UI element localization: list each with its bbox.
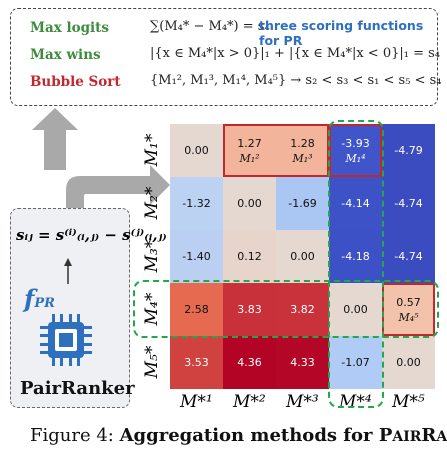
caption-prefix: Figure 4: xyxy=(30,425,120,446)
method-formula-max-wins: |{x ∈ M₄*|x > 0}|₁ + |{x ∈ M₄*|x < 0}|₁ … xyxy=(150,46,440,61)
pair-score-formula: sᵢⱼ = s⁽ⁱ⁾₍ᵢ,ⱼ₎ − s⁽ʲ⁾₍ᵢ,ⱼ₎ xyxy=(16,226,167,244)
f-pr-label: fPR xyxy=(24,284,55,313)
cell-value: 0.00 xyxy=(237,197,262,210)
pairranker-name: PairRanker xyxy=(20,378,135,399)
matrix-cell-r4-c5: 0.57 M₄⁵ xyxy=(382,283,435,336)
caption-air: AIR xyxy=(392,429,422,445)
arrow-up-small xyxy=(64,258,72,284)
method-name-bubble-sort: Bubble Sort xyxy=(30,74,121,90)
score-matrix: 0.00 1.27 M₁² 1.28 M₁³ -3.93 M₁⁴ -4.79 -1.32 0.00… xyxy=(170,124,435,389)
matrix-cell-r2-c4: -4.14 xyxy=(329,177,382,230)
matrix-cell-r4-c1: 2.58 xyxy=(170,283,223,336)
matrix-cell-r1-c5: -4.79 xyxy=(382,124,435,177)
cell-value: 1.28 xyxy=(290,136,315,150)
method-formula-max-logits: ∑(M₄* − M₄*) = s₄ xyxy=(150,19,270,34)
cell-value: 0.00 xyxy=(343,303,368,316)
cell-value: -1.07 xyxy=(341,356,370,369)
matrix-cell-r1-c3: 1.28 M₁³ xyxy=(276,124,329,177)
cell-value: 0.00 xyxy=(290,250,315,263)
cell-value: 0.57 xyxy=(396,295,421,309)
cell-value: -4.74 xyxy=(394,197,423,210)
matrix-cell-r4-c2: 3.83 xyxy=(223,283,276,336)
cell-value: -1.40 xyxy=(182,250,211,263)
matrix-cell-r5-c1: 3.53 xyxy=(170,336,223,389)
row-label-3: M₃* xyxy=(142,239,162,273)
matrix-cell-r2-c1: -1.32 xyxy=(170,177,223,230)
col-label-1: M*¹ xyxy=(180,392,213,412)
arrow-right-body xyxy=(66,165,170,210)
caption-bold: Aggregation methods for xyxy=(119,425,379,446)
cell-value: -4.14 xyxy=(341,197,370,210)
matrix-cell-r3-c5: -4.74 xyxy=(382,230,435,283)
aggregation-methods-box xyxy=(10,8,438,106)
cell-value: 0.12 xyxy=(237,250,262,263)
green-dashed-row-4 xyxy=(133,280,439,338)
cell-value: 4.36 xyxy=(237,356,262,369)
method-formula-bubble-sort: {M₁², M₁³, M₁⁴, M₄⁵} → s₂ < s₃ < s₁ < s₅… xyxy=(150,73,442,88)
col-label-3: M*³ xyxy=(286,392,319,412)
cell-value: 2.58 xyxy=(184,303,209,316)
pairranker-box xyxy=(10,208,130,408)
cell-value: 3.82 xyxy=(290,303,315,316)
cell-value: 1.27 xyxy=(237,136,262,150)
method-name-max-logits: Max logits xyxy=(30,20,109,36)
chip-icon xyxy=(40,314,92,366)
col-label-5: M*⁵ xyxy=(392,392,425,412)
matrix-cell-r3-c1: -1.40 xyxy=(170,230,223,283)
matrix-cell-r3-c4: -4.18 xyxy=(329,230,382,283)
arrow-up-head xyxy=(32,108,78,170)
matrix-cell-r5-c5: 0.00 xyxy=(382,336,435,389)
matrix-cell-r1-c2: 1.27 M₁² xyxy=(223,124,276,177)
caption-anker: ANKER xyxy=(436,429,447,445)
matrix-cell-r1-c1: 0.00 xyxy=(170,124,223,177)
figure-caption: Figure 4: Aggregation methods for PAIRRA… xyxy=(30,425,447,446)
matrix-cell-r5-c4: -1.07 xyxy=(329,336,382,389)
cell-value: -1.69 xyxy=(288,197,317,210)
row-label-2: M₂* xyxy=(142,186,162,220)
f-letter: f xyxy=(24,284,35,313)
cell-value: -4.74 xyxy=(394,250,423,263)
cell-value: 4.33 xyxy=(290,356,315,369)
green-dashed-column-4 xyxy=(328,120,384,408)
matrix-cell-r2-c3: -1.69 xyxy=(276,177,329,230)
highlight-row1-pair xyxy=(223,124,329,177)
cell-value: 3.53 xyxy=(184,356,209,369)
matrix-cell-r5-c3: 4.33 xyxy=(276,336,329,389)
matrix-cell-r2-c2: 0.00 xyxy=(223,177,276,230)
matrix-cell-r3-c3: 0.00 xyxy=(276,230,329,283)
matrix-cell-r4-c3: 3.82 xyxy=(276,283,329,336)
cell-model-label: M₁⁴ xyxy=(345,151,366,165)
matrix-cell-r5-c2: 4.36 xyxy=(223,336,276,389)
pr-note: three scoring functions for PR xyxy=(259,18,424,48)
cell-model-label: M₄⁵ xyxy=(398,310,419,324)
cell-model-label: M₁² xyxy=(239,151,260,165)
row-label-1: M₁* xyxy=(142,133,162,167)
matrix-cell-r1-c4: -3.93 M₁⁴ xyxy=(329,124,382,177)
method-name-max-wins: Max wins xyxy=(30,47,101,63)
matrix-cell-r3-c2: 0.12 xyxy=(223,230,276,283)
cell-value: 3.83 xyxy=(237,303,262,316)
caption-r: R xyxy=(421,425,437,446)
cell-value: -4.79 xyxy=(394,144,423,157)
cell-value: -1.32 xyxy=(182,197,211,210)
cell-value: 0.00 xyxy=(184,144,209,157)
highlight-row1-col4 xyxy=(329,124,382,177)
cell-model-label: M₁³ xyxy=(292,151,313,165)
cell-value: 0.00 xyxy=(396,356,421,369)
matrix-cell-r4-c4: 0.00 xyxy=(329,283,382,336)
f-subscript: PR xyxy=(34,296,55,311)
matrix-cell-r2-c5: -4.74 xyxy=(382,177,435,230)
caption-p: P xyxy=(378,425,393,446)
cell-value: -4.18 xyxy=(341,250,370,263)
cell-value: -3.93 xyxy=(341,136,370,150)
row-label-5: M₅* xyxy=(142,345,162,379)
col-label-2: M*² xyxy=(233,392,266,412)
